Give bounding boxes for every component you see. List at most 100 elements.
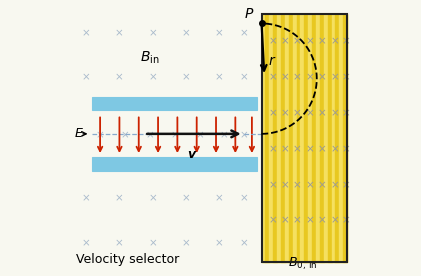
Text: ×: × (341, 180, 350, 190)
Text: ×: × (181, 28, 190, 38)
Text: Velocity selector: Velocity selector (76, 253, 179, 266)
Text: ×: × (115, 72, 124, 82)
Bar (332, 14, 336, 262)
Text: ×: × (341, 108, 350, 118)
Text: ×: × (293, 180, 302, 190)
Bar (269, 14, 273, 262)
Text: $E$: $E$ (74, 127, 84, 140)
Bar (261, 14, 347, 262)
Text: ×: × (239, 130, 248, 140)
Text: ×: × (281, 216, 289, 226)
Text: ×: × (195, 130, 204, 140)
Text: ×: × (148, 28, 157, 38)
Bar (273, 14, 277, 262)
Text: ×: × (306, 180, 314, 190)
Text: ×: × (281, 180, 289, 190)
Text: ×: × (181, 194, 190, 204)
Text: ×: × (330, 180, 339, 190)
Bar (281, 14, 285, 262)
Bar (308, 14, 312, 262)
Bar (324, 14, 328, 262)
Text: ×: × (341, 216, 350, 226)
Text: ×: × (341, 72, 350, 82)
Text: ×: × (318, 72, 327, 82)
Text: ×: × (181, 72, 190, 82)
Text: ×: × (120, 130, 129, 140)
Text: ×: × (82, 28, 91, 38)
Text: ×: × (306, 72, 314, 82)
Text: ×: × (281, 36, 289, 46)
Text: ×: × (330, 108, 339, 118)
Text: ×: × (220, 130, 229, 140)
Bar (289, 14, 293, 262)
Text: ×: × (318, 144, 327, 154)
Text: ×: × (82, 238, 91, 248)
Text: ×: × (330, 36, 339, 46)
Text: ×: × (330, 216, 339, 226)
Text: $r$: $r$ (269, 54, 277, 68)
Bar (92, 157, 257, 171)
Text: ×: × (281, 72, 289, 82)
Bar (285, 14, 289, 262)
Text: ×: × (115, 28, 124, 38)
Text: ×: × (306, 144, 314, 154)
Bar (261, 14, 347, 262)
Text: ×: × (341, 36, 350, 46)
Text: ×: × (115, 238, 124, 248)
Bar (320, 14, 324, 262)
Text: ×: × (82, 72, 91, 82)
Text: ×: × (214, 28, 223, 38)
Bar (343, 14, 347, 262)
Text: ×: × (268, 108, 277, 118)
Bar (277, 14, 281, 262)
Text: ×: × (330, 72, 339, 82)
Text: ×: × (318, 216, 327, 226)
Text: ×: × (341, 144, 350, 154)
Bar (261, 14, 266, 262)
Text: ×: × (239, 72, 248, 82)
Text: $\boldsymbol{v}$: $\boldsymbol{v}$ (187, 148, 198, 161)
Text: ×: × (268, 180, 277, 190)
Text: ×: × (293, 72, 302, 82)
Text: ×: × (239, 194, 248, 204)
Text: ×: × (214, 72, 223, 82)
Text: ×: × (281, 108, 289, 118)
Text: ×: × (268, 36, 277, 46)
Text: $B_\mathrm{in}$: $B_\mathrm{in}$ (140, 50, 160, 66)
Text: ×: × (293, 144, 302, 154)
Text: ×: × (318, 180, 327, 190)
Text: ×: × (281, 144, 289, 154)
Bar (266, 14, 269, 262)
Bar (328, 14, 332, 262)
Text: ×: × (239, 238, 248, 248)
Bar (336, 14, 339, 262)
Text: ×: × (115, 194, 124, 204)
Text: ×: × (293, 36, 302, 46)
Text: ×: × (239, 28, 248, 38)
Bar (339, 14, 343, 262)
Text: ×: × (330, 144, 339, 154)
Bar (92, 97, 257, 110)
Bar (304, 14, 308, 262)
Text: ×: × (268, 216, 277, 226)
Bar (316, 14, 320, 262)
Text: ×: × (214, 194, 223, 204)
Text: ×: × (306, 216, 314, 226)
Text: ×: × (181, 238, 190, 248)
Text: ×: × (96, 130, 104, 140)
Bar (301, 14, 304, 262)
Text: ×: × (145, 130, 154, 140)
Text: ×: × (148, 72, 157, 82)
Text: ×: × (318, 36, 327, 46)
Text: ×: × (268, 144, 277, 154)
Text: ×: × (293, 216, 302, 226)
Text: ×: × (148, 238, 157, 248)
Text: ×: × (148, 194, 157, 204)
Text: ×: × (306, 108, 314, 118)
Bar (312, 14, 316, 262)
Text: $P$: $P$ (244, 7, 255, 21)
Text: ×: × (82, 194, 91, 204)
Text: ×: × (268, 72, 277, 82)
Text: $B_{0,\,\mathrm{in}}$: $B_{0,\,\mathrm{in}}$ (288, 256, 317, 272)
Text: ×: × (306, 36, 314, 46)
